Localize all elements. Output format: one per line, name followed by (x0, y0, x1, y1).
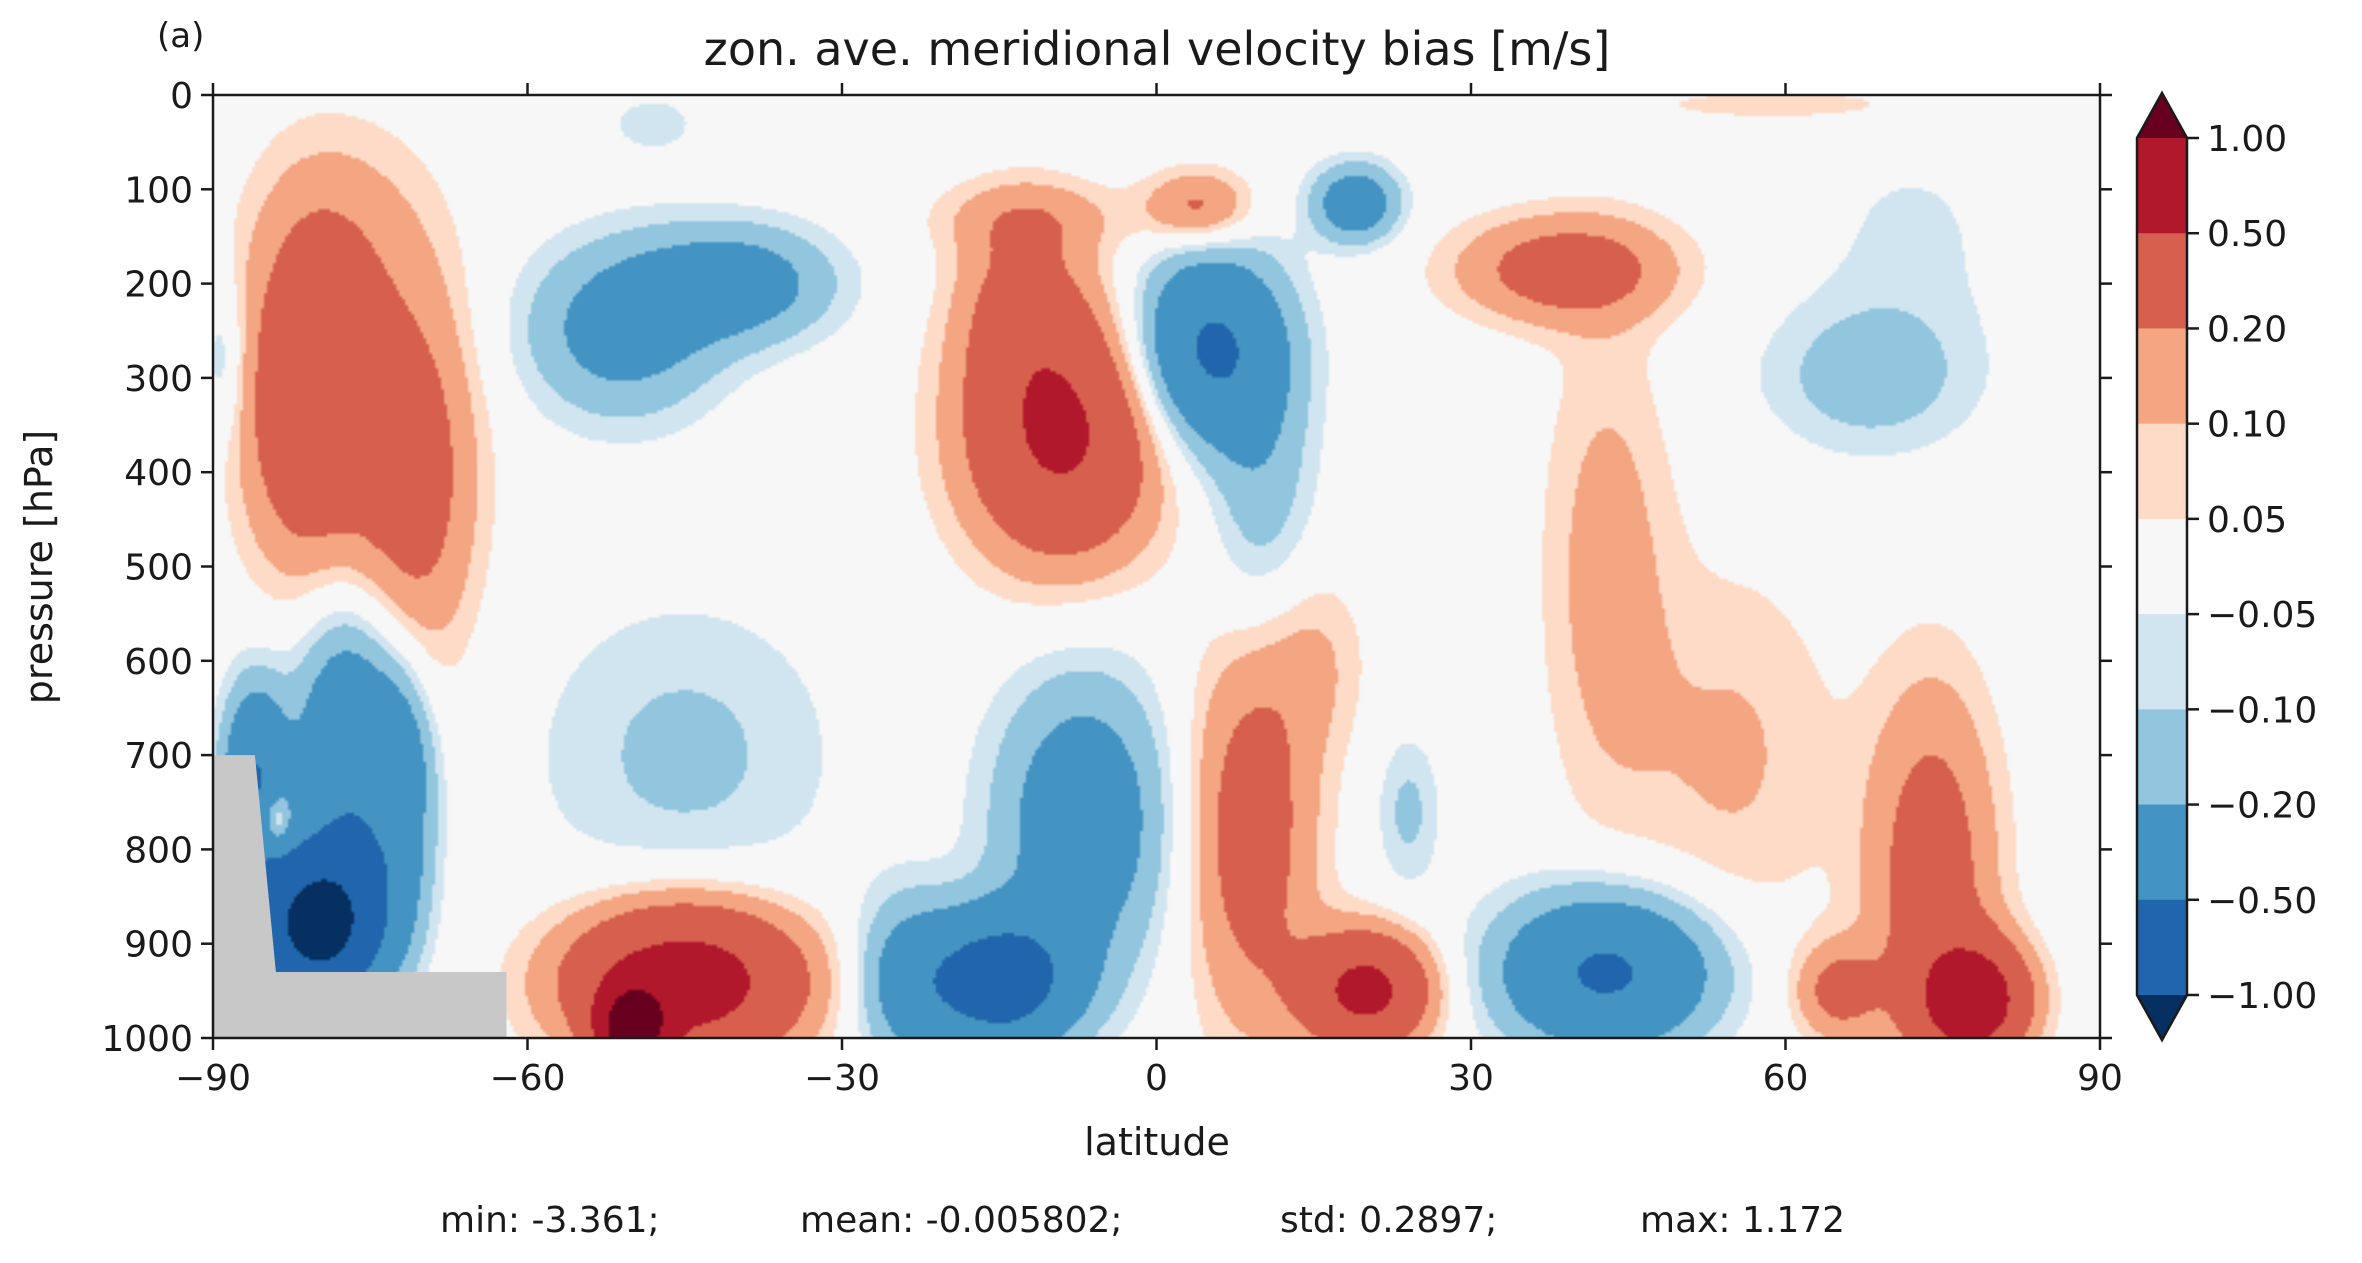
colorbar-tick-label: −0.20 (2207, 786, 2317, 827)
stat-mean: mean: -0.005802; (800, 1200, 1123, 1241)
stat-std: std: 0.2897; (1280, 1200, 1498, 1241)
colorbar-tick-label: 0.50 (2207, 214, 2287, 255)
colorbar-tick-label: −0.05 (2207, 595, 2317, 636)
y-tick-label: 900 (124, 925, 193, 966)
x-axis-label: latitude (1084, 1120, 1230, 1164)
x-tick-label: −60 (490, 1058, 566, 1099)
stats-line: min: -3.361; mean: -0.005802; std: 0.289… (0, 1200, 2362, 1250)
x-axis: −90 −60 −30 0 30 60 90 (175, 83, 2123, 1099)
colorbar: 1.00 0.50 0.20 0.10 0.05 −0.05 −0.10 −0.20 −0.50… (2135, 90, 2317, 1043)
y-tick-label: 300 (124, 359, 193, 400)
x-tick-label: 0 (1145, 1058, 1168, 1099)
colorbar-tick-label: −1.00 (2207, 976, 2317, 1017)
colorbar-band (2137, 233, 2187, 329)
y-tick-label: 600 (124, 642, 193, 683)
colorbar-band (2137, 328, 2187, 425)
colorbar-band (2137, 423, 2187, 520)
colorbar-band (2137, 138, 2187, 234)
colorbar-tick-label: −0.50 (2207, 881, 2317, 922)
x-tick-label: 30 (1448, 1058, 1494, 1099)
contour-field-image (213, 95, 2100, 1038)
y-tick-label: 800 (124, 830, 193, 871)
x-tick-label: 60 (1763, 1058, 1809, 1099)
colorbar-tick-label: 0.20 (2207, 309, 2287, 350)
y-tick-label: 200 (124, 265, 193, 306)
y-axis: 0 100 200 300 400 500 600 700 800 900 1000 (101, 76, 2112, 1060)
colorbar-extend-max (2137, 93, 2187, 138)
y-tick-label: 1000 (101, 1019, 193, 1060)
y-axis-label: pressure [hPa] (17, 430, 61, 704)
stat-min: min: -3.361; (440, 1200, 660, 1241)
y-tick-label: 0 (170, 76, 193, 117)
colorbar-tick-label: −0.10 (2207, 690, 2317, 731)
x-tick-label: −90 (175, 1058, 251, 1099)
y-tick-label: 400 (124, 453, 193, 494)
y-tick-label: 700 (124, 736, 193, 777)
panel-label: (a) (157, 16, 204, 56)
chart-title: zon. ave. meridional velocity bias [m/s] (704, 22, 1611, 76)
contour-field (213, 95, 2100, 1038)
colorbar-band (2137, 709, 2187, 806)
colorbar-tick-label: 1.00 (2207, 119, 2287, 160)
colorbar-band (2137, 518, 2187, 615)
y-tick-label: 100 (124, 170, 193, 211)
y-tick-label: 500 (124, 548, 193, 589)
colorbar-band (2137, 804, 2187, 901)
stat-max: max: 1.172 (1640, 1200, 1846, 1241)
colorbar-band (2137, 614, 2187, 710)
topography-mask (213, 755, 507, 1038)
colorbar-extend-min (2137, 995, 2187, 1040)
colorbar-tick-label: 0.05 (2207, 500, 2287, 541)
x-tick-label: −30 (804, 1058, 880, 1099)
colorbar-tick-label: 0.10 (2207, 405, 2287, 446)
x-tick-label: 90 (2077, 1058, 2123, 1099)
colorbar-band (2137, 899, 2187, 996)
